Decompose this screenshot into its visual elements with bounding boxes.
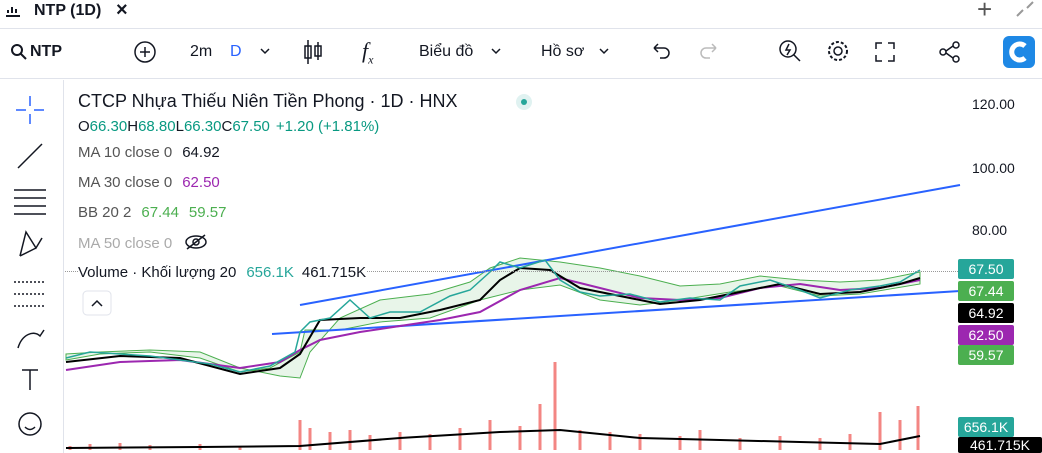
indicator-row: MA 30 close 0 62.50 — [78, 174, 226, 204]
price-label: 59.57 — [958, 345, 1014, 365]
indicators-button[interactable]: fx — [362, 38, 374, 67]
legend-text: Volume · Khối lượng 20 — [78, 264, 237, 281]
redo[interactable] — [698, 42, 720, 60]
prediction-tool[interactable] — [14, 281, 46, 307]
divider — [0, 28, 1042, 29]
price-label: 67.44 — [958, 281, 1014, 301]
close-tab[interactable]: × — [116, 0, 128, 21]
price-tick: 80.00 — [972, 222, 1008, 238]
dropdown[interactable] — [490, 46, 502, 56]
fullscreen-button[interactable] — [874, 41, 896, 63]
price-tick: 120.00 — [972, 96, 1015, 112]
compare-button[interactable] — [133, 40, 157, 64]
legend-text: MA 50 close 0 — [78, 235, 173, 252]
legend-text: 59.57 — [188, 204, 227, 221]
crosshair-tool[interactable] — [16, 96, 44, 124]
divider — [0, 78, 1042, 79]
trend-line — [271, 290, 961, 335]
legend-text: 461.715K — [301, 264, 367, 281]
text-tool[interactable] — [22, 369, 38, 390]
legend-text: H — [127, 118, 139, 135]
legend-text: 67.50 — [232, 118, 270, 135]
interval-type[interactable]: D — [230, 43, 242, 60]
volume-legend: Volume · Khối lượng 20 656.1K 461.715K — [78, 264, 367, 281]
chart-icon — [6, 7, 20, 17]
share-button[interactable] — [938, 40, 962, 64]
settings-button[interactable] — [826, 39, 850, 63]
legend-text: 68.80 — [138, 118, 176, 135]
legend-text: 67.44 — [141, 204, 179, 221]
brush-tool[interactable] — [17, 329, 45, 349]
ma30-line — [65, 276, 921, 371]
legend-text: 66.30 — [183, 118, 222, 135]
logo — [1003, 36, 1035, 68]
price-line-marker — [65, 271, 960, 272]
price-label: 67.50 — [958, 259, 1014, 279]
expand-button[interactable] — [1014, 0, 1036, 18]
drawing-toolbar — [14, 96, 46, 436]
indicator-row: MA 10 close 0 64.92 — [78, 144, 226, 174]
emoji-tool[interactable] — [18, 412, 42, 436]
price-label: 64.92 — [958, 303, 1014, 323]
chart-type[interactable]: Biểu đồ — [419, 43, 474, 60]
ohlc: O66.30H68.80L66.30C67.50 +1.20 (+1.81%) — [78, 118, 379, 135]
legend-text: BB 20 2 — [78, 204, 132, 221]
add-button[interactable]: + — [977, 0, 993, 24]
price-label: 461.715K — [958, 437, 1042, 453]
indicator-row: BB 20 2 67.44 59.57 — [78, 204, 226, 234]
legend-text: MA 10 close 0 — [78, 144, 173, 161]
legend-text: +1.20 (+1.81%) — [275, 118, 380, 135]
pattern-tool[interactable] — [19, 230, 43, 257]
fib-tool[interactable] — [14, 189, 46, 215]
symbol[interactable]: NTP — [30, 43, 62, 60]
profile[interactable]: Hồ sơ — [541, 43, 585, 60]
legend-text: L — [175, 118, 184, 135]
search-icon[interactable] — [10, 43, 28, 61]
price-tick: 100.00 — [972, 160, 1015, 176]
indicators: MA 10 close 0 64.92 MA 30 close 0 62.50 BB 2… — [78, 144, 226, 264]
status-dot — [516, 94, 532, 110]
tab-title[interactable]: NTP (1D) — [34, 2, 102, 19]
candles-icon[interactable] — [302, 38, 324, 66]
price-label: 62.50 — [958, 325, 1014, 345]
legend-text: O — [78, 118, 90, 135]
divider — [63, 80, 64, 453]
legend-text: 62.50 — [182, 174, 220, 191]
legend-text: 64.92 — [182, 144, 220, 161]
volume-ma — [65, 428, 921, 449]
line-tool[interactable] — [17, 143, 43, 169]
interval[interactable]: 2m — [190, 43, 213, 60]
undo[interactable] — [650, 42, 672, 60]
indicator-row: MA 50 close 0 — [78, 234, 226, 264]
price-label: 656.1K — [958, 417, 1014, 437]
hidden-icon[interactable] — [184, 234, 208, 250]
dropdown[interactable] — [259, 46, 271, 56]
collapse-legend[interactable] — [82, 290, 112, 316]
legend-text: MA 30 close 0 — [78, 174, 173, 191]
chart-title: CTCP Nhựa Thiếu Niên Tiền Phong · 1D · H… — [78, 91, 458, 111]
legend-text: C — [221, 118, 233, 135]
trend-line — [299, 184, 961, 306]
legend-text: 656.1K — [246, 264, 294, 281]
dropdown[interactable] — [598, 46, 610, 56]
alert-button[interactable] — [777, 38, 803, 64]
price-line — [65, 259, 921, 373]
volume-bars — [68, 362, 920, 450]
legend-text: 66.30 — [89, 118, 128, 135]
